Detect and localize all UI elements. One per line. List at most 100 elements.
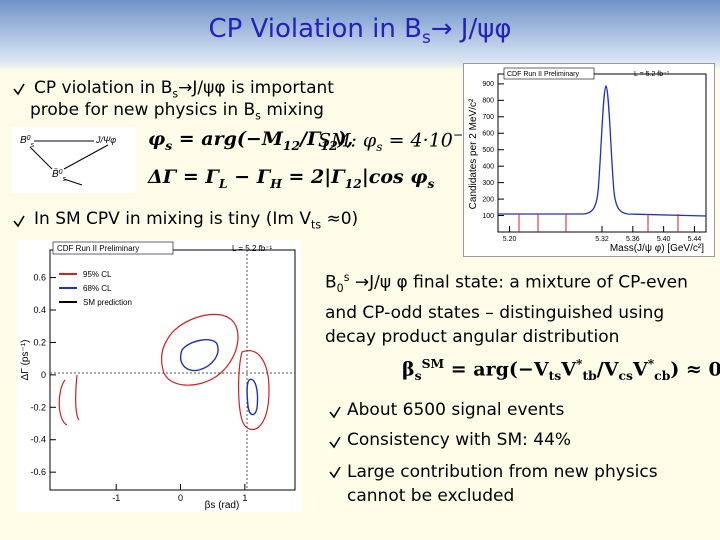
text-run: H xyxy=(270,175,282,191)
y-tick-label: 500 xyxy=(482,147,494,154)
text-run: L xyxy=(218,175,228,191)
y-tick-label: 0.2 xyxy=(33,337,46,347)
plot-header: CDF Run II Preliminary xyxy=(507,71,579,78)
diagram-label: J/Ψφ xyxy=(95,135,116,145)
text-run: * xyxy=(575,356,583,371)
text-run: |cos φ xyxy=(361,166,428,188)
text-run: s xyxy=(172,87,179,101)
text-run: B̄ xyxy=(52,167,59,180)
x-tick-label: 5.36 xyxy=(626,236,640,243)
slide-title: CP Violation in Bs→ J/ψφ xyxy=(0,14,720,47)
text-run: s xyxy=(255,109,261,123)
text-run: φ xyxy=(148,128,166,150)
x-axis-label: βs (rad) xyxy=(205,500,240,511)
text-run: s xyxy=(31,142,35,149)
text-run: V xyxy=(632,358,648,381)
bullet-line: About 6500 signal events xyxy=(347,400,564,420)
formula: φs = arg(−M12/Γ12), xyxy=(148,128,353,153)
text-run: s xyxy=(63,176,67,183)
text-run: = 2|Γ xyxy=(281,166,345,188)
text-run: = arg(−V xyxy=(444,358,549,381)
plot-frame xyxy=(497,73,707,233)
reference-lines xyxy=(50,250,295,490)
text-run: ΔΓ = Γ xyxy=(148,166,219,188)
text-run: 12 xyxy=(344,175,362,191)
plot-lumi: L = 5.2 fb⁻¹ xyxy=(232,244,273,253)
text-run: ≈0) xyxy=(321,209,359,229)
plot-lumi: L = 5.2 fb⁻¹ xyxy=(634,71,670,78)
y-tick-label: -0.4 xyxy=(30,435,46,445)
text-run: /V xyxy=(596,358,619,381)
arrow xyxy=(63,144,109,170)
text-run: s xyxy=(165,137,173,153)
legend-label: SM prediction xyxy=(83,298,132,307)
check-icon xyxy=(329,466,341,479)
x-tick-label: 5.32 xyxy=(595,236,609,243)
y-tick-label: 300 xyxy=(482,180,494,187)
text-run: cs xyxy=(618,368,633,384)
text-run: ), xyxy=(337,128,354,150)
mixing-diagram: B0s J/Ψφ B̄0s xyxy=(12,127,136,193)
y-tick-label: 600 xyxy=(482,131,494,138)
text-run: B xyxy=(325,272,337,293)
y-tick-label: 200 xyxy=(482,196,494,203)
contour-plot: -1 0 1 0.6 0.4 0.2 0 -0.2 -0.4 -0.6 CDF Run II Pre… xyxy=(17,240,301,512)
bullet-line: Large contribution from new physics cann… xyxy=(347,460,707,508)
check-icon xyxy=(329,436,341,449)
text-run: → J/ψφ xyxy=(430,14,512,44)
text-run: * xyxy=(647,356,655,371)
text-run: final state: a mixture of CP-even and CP… xyxy=(325,272,688,348)
text-run: s xyxy=(414,368,422,384)
bullet-line: CP violation in Bs→J/ψφ is important xyxy=(34,78,334,100)
text-run: →J/ψ φ xyxy=(349,272,408,293)
fit-curve xyxy=(498,85,707,217)
text-run: CP Violation in B xyxy=(208,14,422,44)
text-run: /Γ xyxy=(300,128,321,150)
x-axis-label: Mass(J/ψ φ) [GeV/c²] xyxy=(610,243,704,254)
text-run: probe for new physics in B xyxy=(30,100,256,120)
bullet-line: Consistency with SM: 44% xyxy=(347,430,571,450)
text-run: ts xyxy=(311,218,322,232)
y-tick-label: 0 xyxy=(41,370,46,380)
text-run: Large contribution from new physics cann… xyxy=(347,462,658,506)
bullet-line: probe for new physics in Bs mixing xyxy=(30,100,324,122)
text-run: mixing xyxy=(260,100,324,120)
text-run: Consistency with SM: 44% xyxy=(347,430,572,450)
text-run: V xyxy=(561,358,576,381)
text-run: = 4·10 xyxy=(382,129,453,152)
text-run: cb xyxy=(654,368,671,384)
header-box xyxy=(503,67,595,80)
text-run: 0 xyxy=(27,135,31,142)
check-icon xyxy=(13,215,25,228)
y-tick-label: 400 xyxy=(482,164,494,171)
y-tick-label: 700 xyxy=(482,114,494,121)
check-icon xyxy=(329,406,341,419)
text-run: β xyxy=(402,358,415,381)
y-tick-label: -0.6 xyxy=(30,467,46,477)
text-run: →J/ψφ is important xyxy=(178,78,334,98)
text-run: ) ≈ 0.02 xyxy=(670,358,720,381)
text-run: 0 xyxy=(59,169,63,176)
contour-68 xyxy=(180,339,259,416)
text-run: J/Ψφ xyxy=(95,135,116,145)
text-run: In SM CPV in mixing is tiny (Im V xyxy=(34,209,311,229)
bullet-line: In SM CPV in mixing is tiny (Im Vts ≈0) xyxy=(34,209,358,231)
contour-95 xyxy=(58,313,270,431)
y-axis-label: ΔΓ (ps⁻¹) xyxy=(20,340,31,381)
x-tick-label: 0 xyxy=(178,493,183,503)
text-run: 0 xyxy=(336,282,344,296)
text-run: CP violation in B xyxy=(34,78,173,98)
sideband-lines xyxy=(518,214,679,232)
formula: βsSM = arg(−VtsV*tb/VcsV*cb) ≈ 0.02 xyxy=(402,356,720,383)
mass-plot: 5.20 5.32 5.36 5.40 5.44 100 200 300 400 500 600 70… xyxy=(463,63,715,257)
plot-header: CDF Run II Preliminary xyxy=(57,244,139,253)
diagram-label: B0s xyxy=(20,135,35,149)
text-run: s xyxy=(427,175,435,191)
x-tick-label: 5.40 xyxy=(657,236,671,243)
legend-label: 95% CL xyxy=(83,270,112,279)
formula: SM: φs = 4·10−3 xyxy=(318,128,471,154)
text-run: s xyxy=(421,27,431,48)
arrow xyxy=(63,178,83,186)
y-tick-label: 0.6 xyxy=(33,273,46,283)
